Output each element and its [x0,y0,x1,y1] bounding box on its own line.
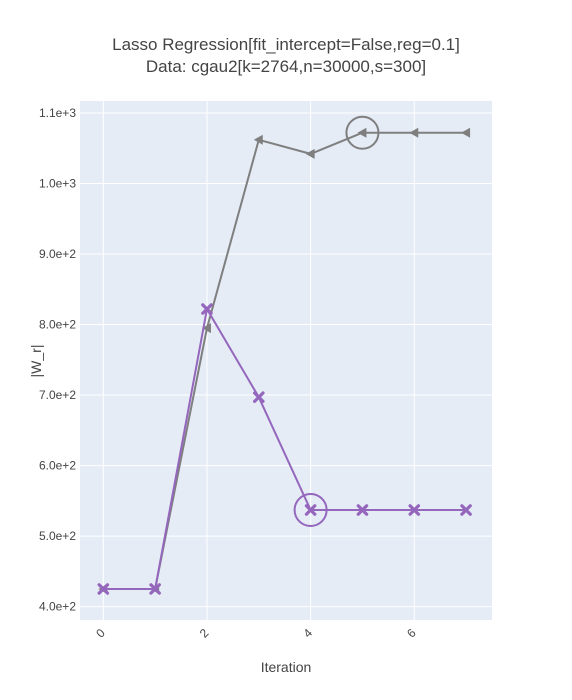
y-tick-label: 1.0e+3 [39,177,76,191]
tick-layer: 4.0e+2 5.0e+2 6.0e+2 7.0e+2 8.0e+2 9.0e+2 1.0e… [39,106,419,640]
x-tick-label: 4 [300,626,315,641]
series-1-point [305,148,315,159]
y-tick-label: 4.0e+2 [39,600,76,614]
chart-title-line-1: Lasso Regression[fit_intercept=False,reg… [112,35,460,54]
chart-title-line-2: Data: cgau2[k=2764,n=30000,s=300] [146,57,426,76]
series-2-point [356,504,369,516]
series-2-line [103,308,467,590]
series-2-point [304,504,317,516]
y-axis-label: |W_r| [28,345,44,378]
series-2-point [149,583,161,595]
plot-area [80,101,492,620]
series-1-highlight-ring [345,115,380,150]
series-2 [97,303,472,595]
y-tick-label: 8.0e+2 [39,318,76,332]
series-2-point [252,391,265,403]
series-2-point [460,504,472,516]
x-tick-label: 0 [93,626,108,641]
series-2-point [201,303,213,315]
x-tick-label: 2 [197,626,212,641]
y-tick-label: 9.0e+2 [39,247,76,261]
y-tick-label: 6.0e+2 [39,459,76,473]
series-1-point [357,127,367,138]
series-2-point [97,583,110,595]
series-2-point [408,504,421,516]
grid-layer [80,101,492,620]
x-axis-label: Iteration [261,659,312,675]
x-tick-label: 6 [404,626,419,641]
series-2-highlight-ring [293,492,328,527]
series-1-point [461,127,471,138]
series-1-point [409,127,419,138]
series-1-point [253,134,263,145]
y-tick-label: 7.0e+2 [39,388,76,402]
series-1-point [201,323,211,334]
y-tick-label: 1.1e+3 [39,106,76,120]
y-tick-label: 5.0e+2 [39,529,76,543]
series-layer [97,115,472,595]
